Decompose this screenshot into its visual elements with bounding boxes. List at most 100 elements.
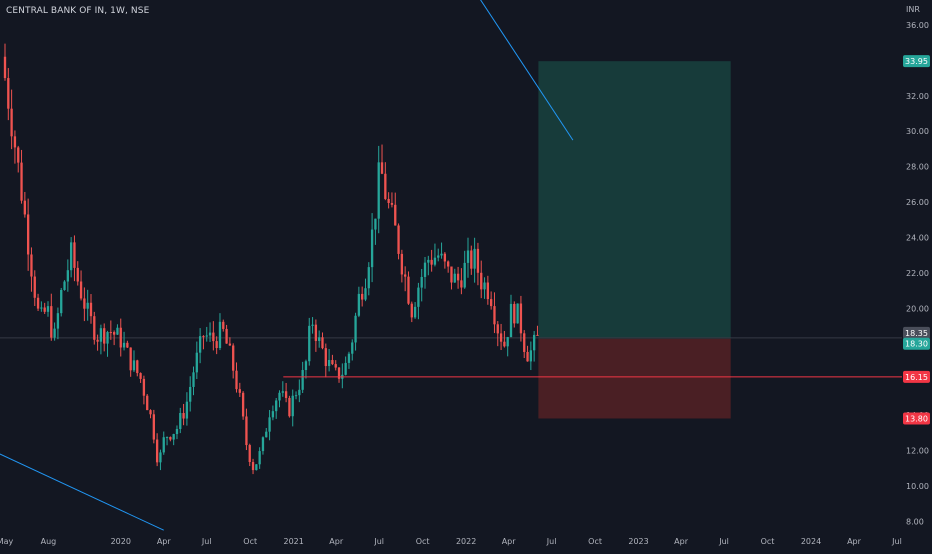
candle-body [407,276,410,304]
candle-body [129,347,132,371]
price-axis-bg [902,0,932,550]
y-tick-label: 36.00 [906,21,929,30]
candle-body [344,362,347,375]
candle-body [208,332,212,336]
candle-body [93,316,96,340]
candle-body [86,302,89,309]
candle-body [89,302,93,317]
candle-body [7,78,10,109]
candle-body [377,162,380,219]
price-label-text: 18.30 [905,340,928,349]
candle-body [159,452,162,463]
price-labels: 33.95 18.35 18.30 16.15 13.80 [903,55,930,425]
candle-body [476,248,480,273]
candle-body [255,464,258,471]
candle-body [529,350,533,362]
candle-body [63,281,66,290]
candle-body [56,313,60,329]
candle-body [334,364,337,368]
candle-body [347,353,351,363]
y-tick-label: 20.00 [906,305,929,314]
trendline-2[interactable] [471,0,574,141]
candle-body [251,462,255,471]
time-axis-bg [0,532,932,550]
x-tick-label: 2022 [456,537,476,546]
candle-body [490,299,493,307]
candle-body [288,397,291,417]
candle-body [523,333,526,352]
candle-body [46,306,50,312]
candle-body [304,361,308,371]
y-tick-label: 28.00 [906,163,929,172]
candle-body [136,360,139,374]
candle-body [179,413,182,429]
price-label-text: 13.80 [905,415,928,424]
candle-body [536,334,539,336]
candle-body [162,437,165,453]
candle-body [532,334,536,351]
candle-body [192,372,195,387]
candle-body [195,352,198,373]
candle-body [506,337,509,347]
candle-body [437,255,440,258]
candle-body [185,401,189,419]
candle-body [423,262,427,277]
candle-body [394,204,397,226]
candle-body [410,303,413,318]
candle-body [294,395,298,397]
price-label-box [903,337,930,350]
x-tick-label: Aug [41,537,57,546]
candle-body [235,370,238,390]
x-tick-label: Jul [546,537,557,546]
x-tick-label: Apr [502,537,517,546]
candle-body [499,333,503,342]
candle-body [470,250,473,269]
candle-body [76,267,79,282]
candle-body [126,342,129,348]
x-tick-label: 2021 [283,537,303,546]
candle-body [33,276,36,298]
x-tick-label: Apr [674,537,689,546]
candle-body [268,417,271,432]
candle-body [265,431,268,438]
candle-body [30,254,33,277]
candle-body [13,136,17,148]
target-zone[interactable] [538,61,731,339]
candle-body [519,303,523,334]
price-label-text: 33.95 [905,57,928,66]
candle-body [453,273,456,283]
x-tick-label: Oct [588,537,602,546]
x-tick-label: May [0,537,14,546]
x-tick-label: Jul [201,537,212,546]
candle-body [496,324,499,334]
candle-body [103,328,106,344]
candle-body [516,303,519,324]
trendline-1[interactable] [0,453,164,531]
candle-body [480,272,483,290]
candle-body [291,395,294,417]
x-tick-label: Jul [373,537,384,546]
y-tick-label: 8.00 [906,517,924,526]
candle-body [526,351,529,362]
candle-body [175,428,179,435]
stop-zone[interactable] [538,338,731,419]
candle-body [155,439,159,463]
candle-body [139,373,142,379]
candle-body [152,414,155,440]
candle-body [119,327,122,348]
candle-body [493,306,496,325]
candle-body [99,328,103,342]
candle-body [417,287,420,307]
candle-body [430,259,433,265]
candle-body [433,257,437,265]
candle-body [241,392,245,417]
candle-body [413,306,417,318]
candle-body [198,336,202,353]
x-tick-label: Apr [329,537,344,546]
candle-body [26,214,30,255]
candle-body [390,202,394,205]
candle-body [380,162,384,174]
candle-body [17,147,20,163]
